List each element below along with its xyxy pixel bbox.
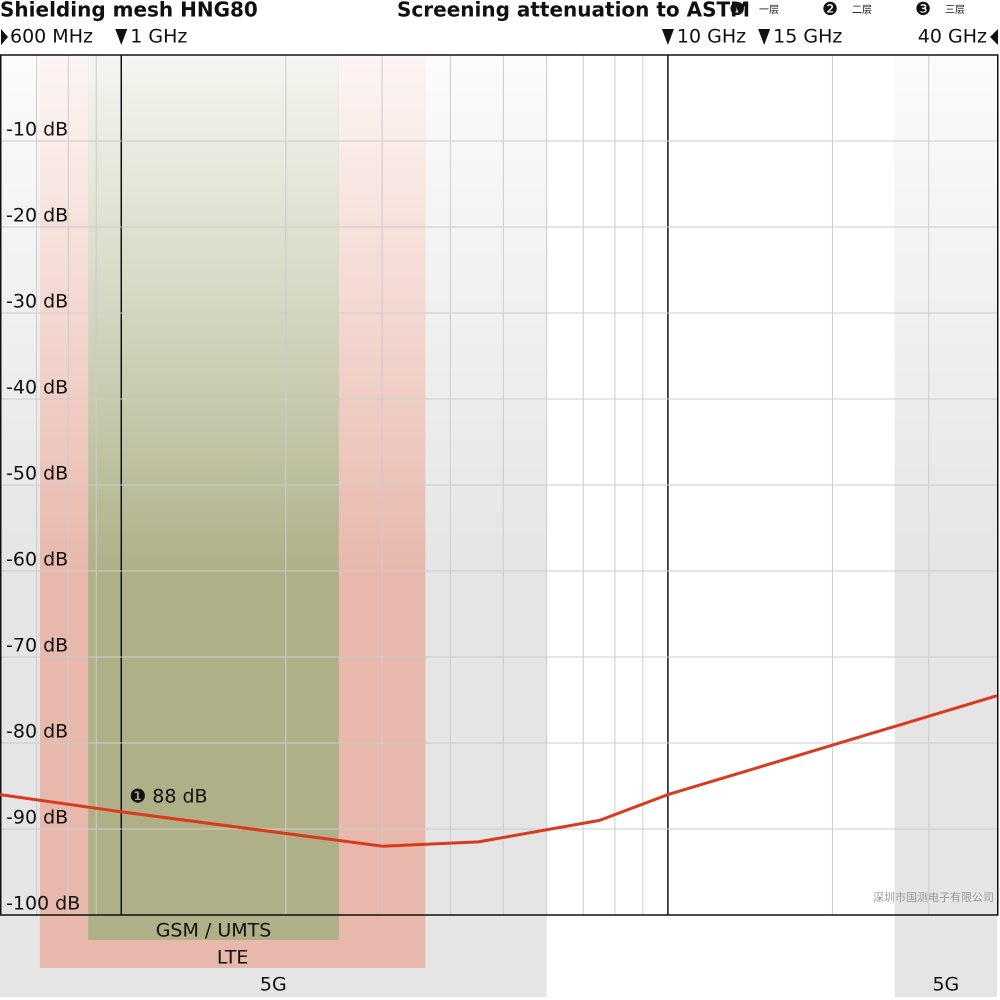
annotation-text: 88 dB — [152, 785, 207, 807]
plot-frame — [0, 54, 999, 916]
x-tick-marker — [758, 29, 771, 45]
x-tick-label: 600 MHz — [10, 26, 93, 48]
x-tick-label: 40 GHz — [918, 26, 987, 48]
legend-label: 三层 — [945, 4, 965, 16]
x-tick-marker — [1, 29, 8, 45]
annotation-marker: ❶ — [129, 785, 146, 807]
watermark: 深圳市国测电子有限公司 — [873, 890, 994, 904]
y-tick-label: -20 dB — [6, 205, 68, 227]
band-label: 5G — [260, 974, 287, 996]
chart-subtitle: Screening attenuation to ASTM — [397, 0, 750, 22]
y-tick-label: -50 dB — [6, 463, 68, 485]
y-tick-label: -70 dB — [6, 635, 68, 657]
band-label: GSM / UMTS — [156, 920, 272, 942]
legend-marker: ❸ — [915, 0, 931, 20]
data-line — [0, 694, 998, 848]
x-tick-marker — [115, 29, 128, 45]
x-tick-marker — [661, 29, 674, 45]
y-tick-label: -100 dB — [6, 893, 80, 915]
chart-title: Shielding mesh HNG80 — [0, 0, 258, 22]
y-tick-label: -80 dB — [6, 721, 68, 743]
band-label: 5G — [932, 974, 959, 996]
y-tick-label: -60 dB — [6, 549, 68, 571]
y-tick-label: -30 dB — [6, 291, 68, 313]
legend-label: 一层 — [759, 4, 779, 16]
y-tick-label: -40 dB — [6, 377, 68, 399]
x-tick-label: 15 GHz — [773, 26, 842, 48]
x-tick-marker — [990, 29, 998, 45]
band-label: LTE — [217, 947, 249, 969]
x-tick-label: 10 GHz — [677, 26, 746, 48]
y-tick-label: -90 dB — [6, 807, 68, 829]
y-tick-label: -10 dB — [6, 119, 68, 141]
x-tick-label: 1 GHz — [130, 26, 187, 48]
legend-marker: ❷ — [822, 0, 838, 20]
legend-label: 二层 — [852, 4, 872, 16]
legend-marker: ❶ — [729, 0, 745, 20]
